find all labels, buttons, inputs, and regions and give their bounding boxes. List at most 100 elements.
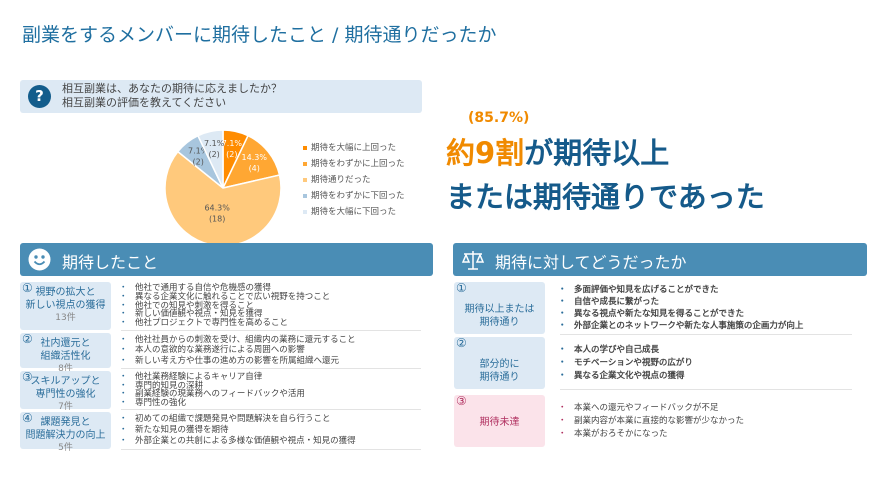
category-number: ① (456, 281, 467, 295)
legend-swatch (303, 161, 307, 166)
callout-line-1: 約9割が期待以上 (446, 130, 669, 172)
category-title-2: 組織活性化 (40, 351, 91, 362)
callout-highlight: 約9割 (446, 136, 525, 170)
item-list: 本人の学びや自己成長モチベーションや視野の広がり異なる企業文化や視点の獲得 (558, 337, 852, 390)
list-item: 外部企業との共創による多様な価値観や視点・知見の獲得 (119, 436, 421, 447)
list-item: 新たな知見の獲得を期待 (119, 425, 421, 436)
list-item: 初めての組織で課題発見や問題解決を自ら行うこと (119, 414, 421, 425)
category-title-1: 社内還元と (40, 338, 91, 349)
category-label: ① 期待以上または 期待通り (454, 282, 545, 334)
pie-data-label: 14.3% (242, 153, 268, 162)
callout-line-2: または期待通りであった (446, 180, 765, 214)
category-title-2: 期待通り (479, 317, 520, 328)
list-item: 異なる企業文化に触れることで広い視野を持つこと (119, 292, 421, 302)
category-title-1: スキルアップと (30, 376, 101, 387)
list-item: 副業内容が本業に直接的な影響が少なかった (558, 415, 852, 428)
category-label: ① 視野の拡大と 新しい視点の獲得 13件 (20, 282, 111, 330)
list-item: 異なる視点や新たな知見を得ることができた (558, 308, 852, 320)
category-title-2: 期待通り (479, 372, 520, 383)
category-number: ① (22, 281, 33, 295)
category-number: ② (22, 332, 33, 346)
list-item: 外部企業とのネットワークや新たな人事施策の企画力が向上 (558, 320, 852, 332)
category-label: ② 社内還元と組織活性化 8件 (20, 332, 111, 374)
callout-line-1-rest: が期待以上 (524, 136, 670, 170)
pie-data-label: 7.1% (204, 139, 225, 148)
legend-item: 期待を大幅に下回った (303, 205, 396, 217)
pie-data-label: (18) (209, 214, 225, 223)
category-title-2: 問題解決力の向上 (25, 430, 106, 441)
scale-icon (461, 251, 485, 270)
category-title-1: 視野の拡大と (35, 287, 96, 298)
question-line-1: 相互副業は、あなたの期待に応えましたか？ (62, 82, 282, 95)
list-item: 異なる企業文化や視点の獲得 (558, 370, 852, 383)
list-item: 他社で通用する自信や危機感の獲得 (119, 284, 421, 293)
item-list: 多面評価や知見を広げることができた自信や成長に繋がった異なる視点や新たな知見を得… (558, 282, 852, 335)
pie-data-label: (2) (208, 150, 219, 159)
page-title: 副業をするメンバーに期待したこと / 期待通りだったか (22, 24, 497, 46)
legend-swatch (303, 209, 307, 214)
category-number: ③ (22, 370, 33, 384)
legend-swatch (303, 193, 307, 198)
list-item: 他社社員からの刺激を受け、組織内の業務に還元すること (119, 335, 421, 346)
pie-data-label: 7.1% (188, 147, 209, 156)
list-item: 新しい価値観や視点・知見を獲得 (119, 310, 421, 319)
legend-label: 期待をわずかに下回った (311, 191, 405, 201)
list-item: モチベーションや視野の広がり (558, 357, 852, 370)
category-title-2: 新しい視点の獲得 (25, 300, 106, 311)
list-item: 多面評価や知見を広げることができた (558, 284, 852, 296)
pie-data-label: (2) (192, 158, 203, 167)
expected-title: 期待したこと (62, 253, 159, 272)
item-list: 他社社員からの刺激を受け、組織内の業務に還元すること本人の意欲的な業務遂行による… (119, 333, 421, 369)
expected-header: 期待したこと (20, 243, 433, 276)
list-item: 専門性の強化 (119, 398, 421, 408)
result-title: 期待に対してどうだったか (495, 253, 687, 272)
legend-label: 期待を大幅に上回った (311, 143, 397, 153)
item-list: 他社業務経験によるキャリア自律専門的知見の深耕副業経験の現業務へのフィードバック… (119, 371, 421, 410)
category-count: 7件 (58, 402, 73, 412)
category-label: ③ スキルアップと 専門性の強化 7件 (20, 370, 111, 412)
category-title-1: 期待以上または (464, 304, 535, 315)
legend-label: 期待通りだった (311, 175, 371, 185)
callout-percent: (85.7%) (468, 110, 530, 126)
smiley-icon (28, 248, 51, 271)
legend-item: 期待を大幅に上回った (303, 141, 396, 153)
category-count: 8件 (58, 364, 73, 374)
category-label: ③ 期待未達 (454, 395, 545, 447)
legend-label: 期待を大幅に下回った (311, 207, 397, 217)
category-count: 5件 (58, 443, 73, 453)
pie-data-label: 7.1% (222, 139, 243, 148)
list-item: 他社業務経験によるキャリア自律 (119, 373, 421, 382)
category-label: ② 部分的に期待通り (454, 337, 545, 389)
category-number: ② (456, 336, 467, 350)
list-item: 専門的知見の深耕 (119, 381, 421, 391)
result-header: 期待に対してどうだったか (453, 243, 867, 276)
pie-slice (221, 134, 281, 190)
category-title-1: 部分的に (479, 359, 520, 370)
pie-slice (196, 129, 224, 189)
list-item: 本人の学びや自己成長 (558, 344, 852, 357)
category-title-1: 期待未達 (479, 417, 520, 428)
pie-data-label: (2) (226, 150, 237, 159)
list-item: 本業がおろそかになった (558, 428, 852, 441)
legend-item: 期待をわずかに上回った (303, 157, 405, 169)
list-item: 他社プロジェクトで専門性を高めること (119, 319, 421, 328)
item-list: 初めての組織で課題発見や問題解決を自ら行うこと新たな知見の獲得を期待外部企業との… (119, 412, 421, 450)
list-item: 副業経験の現業務へのフィードバックや活用 (119, 390, 421, 399)
pie-data-label: (4) (249, 164, 260, 173)
list-item: 自信や成長に繋がった (558, 296, 852, 308)
list-item: 本人の意欲的な業務遂行による周囲への影響 (119, 345, 421, 356)
category-title-2: 専門性の強化 (35, 389, 96, 400)
question-icon: ? (28, 85, 51, 108)
legend-swatch (303, 177, 307, 182)
item-list: 本業への還元やフィードバックが不足副業内容が本業に直接的な影響が少なかった本業が… (558, 395, 852, 448)
category-label: ④ 課題発見と 問題解決力の向上 5件 (20, 411, 111, 453)
legend-swatch (303, 145, 307, 150)
pie-data-label: 64.3% (204, 203, 230, 212)
category-number: ④ (22, 411, 33, 425)
list-item: 本業への還元やフィードバックが不足 (558, 402, 852, 415)
category-count: 13件 (55, 313, 76, 323)
question-text: 相互副業は、あなたの期待に応えましたか？ 相互副業の評価を教えてください (62, 82, 282, 110)
pie-chart: 7.1%(2) 14.3%(4)64.3%(18)7.1%(2)7.1%(2) (164, 129, 282, 247)
legend-item: 期待をわずかに下回った (303, 189, 405, 201)
legend-label: 期待をわずかに上回った (311, 159, 405, 169)
